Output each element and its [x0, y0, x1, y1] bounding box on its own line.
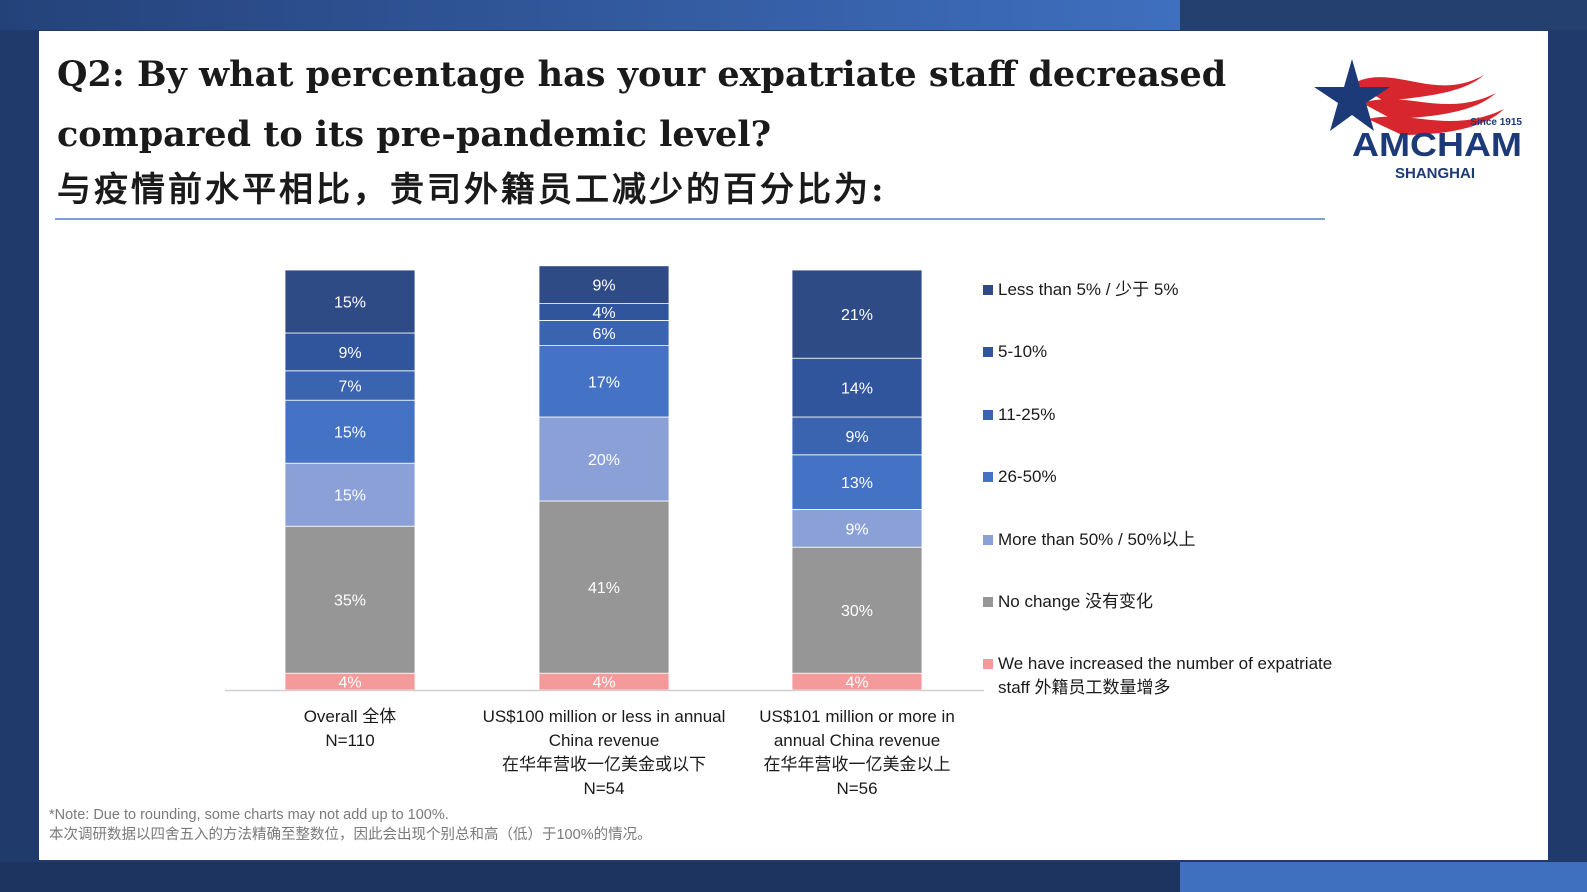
legend-label-line: More than 50% / 50%以上 — [998, 530, 1196, 549]
data-label: 21% — [841, 307, 873, 324]
legend-label: 26-50% — [998, 465, 1378, 489]
background-band-top-right — [1180, 0, 1587, 30]
category-label: N=54 — [583, 779, 624, 798]
logo-flag-stripe — [1354, 75, 1484, 101]
bar-segment — [791, 357, 923, 418]
category-label: US$100 million or less in annual — [483, 707, 726, 726]
legend-label-line: 26-50% — [998, 467, 1057, 486]
bar-segment — [284, 370, 416, 401]
legend-label: Less than 5% / 少于 5% — [998, 278, 1378, 302]
legend-label: 11-25% — [998, 403, 1378, 427]
category-label: US$101 million or more in — [759, 707, 955, 726]
background-band-bottom — [0, 862, 1180, 892]
data-label: 4% — [845, 675, 868, 692]
data-label: 15% — [334, 295, 366, 312]
bar-segment — [284, 462, 416, 527]
background-band-bottom-right — [1180, 862, 1587, 892]
category-label: Overall 全体 — [304, 707, 397, 726]
data-label: 9% — [338, 345, 361, 362]
data-label: 4% — [592, 675, 615, 692]
legend-swatch — [983, 410, 993, 420]
title-chinese: 与疫情前水平相比，贵司外籍员工减少的百分比为: — [57, 170, 887, 210]
legend-label-line: We have increased the number of expatria… — [998, 654, 1333, 673]
slide: Q2: By what percentage has your expatria… — [39, 31, 1548, 860]
category-label: annual China revenue — [774, 731, 940, 750]
logo-name: AMCHAM — [1352, 126, 1522, 163]
data-label: 35% — [334, 593, 366, 610]
legend-label-line: 11-25% — [998, 405, 1056, 424]
data-label: 17% — [588, 374, 620, 391]
logo-city: SHANGHAI — [1395, 165, 1475, 182]
category-label: N=110 — [325, 731, 374, 750]
bar-segment — [538, 265, 670, 305]
data-label: 9% — [592, 278, 615, 295]
data-label: 9% — [845, 429, 868, 446]
bar-segment — [791, 269, 923, 359]
data-label: 13% — [841, 475, 873, 492]
bar-segment — [284, 525, 416, 674]
legend-label: More than 50% / 50%以上 — [998, 528, 1378, 552]
logo-flag-stripe — [1362, 93, 1496, 119]
data-label: 4% — [592, 305, 615, 322]
legend-label: We have increased the number of expatria… — [998, 652, 1378, 700]
category-label: 在华年营收一亿美金或以下 — [502, 755, 706, 774]
footnote-chinese: 本次调研数据以四舍五入的方法精确至整数位，因此会出现个别总和高（低）于100%的… — [49, 827, 652, 843]
background-band-top — [0, 0, 1180, 30]
bar-segment — [284, 399, 416, 464]
data-label: 6% — [592, 326, 615, 343]
data-label: 4% — [338, 675, 361, 692]
category-label: 在华年营收一亿美金以上 — [764, 755, 951, 774]
legend-swatch — [983, 535, 993, 545]
data-label: 41% — [588, 580, 620, 597]
bar-segment — [791, 508, 923, 548]
data-label: 20% — [588, 452, 620, 469]
legend-swatch — [983, 347, 993, 357]
legend-swatch — [983, 285, 993, 295]
data-label: 15% — [334, 425, 366, 442]
legend-label-line: No change 没有变化 — [998, 592, 1153, 611]
footnote-english: *Note: Due to rounding, some charts may … — [49, 807, 449, 823]
bar-segment — [791, 416, 923, 456]
bar-segment — [538, 416, 670, 502]
bar-segment — [538, 500, 670, 674]
data-label: 7% — [338, 379, 361, 396]
legend-swatch — [983, 472, 993, 482]
logo-star — [1314, 59, 1390, 131]
legend-label-line: 5-10% — [998, 342, 1048, 361]
logo-since: Since 1915 — [1470, 117, 1522, 128]
legend-label-line: staff 外籍员工数量增多 — [998, 678, 1171, 697]
bar-segment — [284, 332, 416, 372]
bar-segment — [791, 546, 923, 674]
title-underline — [55, 218, 1325, 220]
data-label: 15% — [334, 488, 366, 505]
data-label: 14% — [841, 381, 873, 398]
legend-label-line: Less than 5% / 少于 5% — [998, 280, 1179, 299]
legend-label: No change 没有变化 — [998, 590, 1378, 614]
title-english: Q2: By what percentage has your expatria… — [57, 54, 1227, 155]
legend-swatch — [983, 659, 993, 669]
data-label: 30% — [841, 603, 873, 620]
legend-swatch — [983, 597, 993, 607]
category-label: China revenue — [549, 731, 660, 750]
bar-segment — [791, 454, 923, 510]
category-label: N=56 — [836, 779, 877, 798]
amcham-logo: Since 1915 AMCHAM SHANGHAI — [1314, 59, 1522, 182]
legend-label: 5-10% — [998, 340, 1378, 364]
logo-flag-stripe — [1368, 109, 1504, 135]
bar-segment — [284, 269, 416, 334]
data-label: 9% — [845, 521, 868, 538]
stacked-bar-chart: 4% 35% 15% 15% 7% 9% 15% Overall 全体 N=110 4% 41% 20… — [225, 265, 984, 798]
bar-segment — [538, 345, 670, 418]
footnote: *Note: Due to rounding, some charts may … — [49, 805, 652, 845]
bar-segment — [538, 319, 670, 346]
